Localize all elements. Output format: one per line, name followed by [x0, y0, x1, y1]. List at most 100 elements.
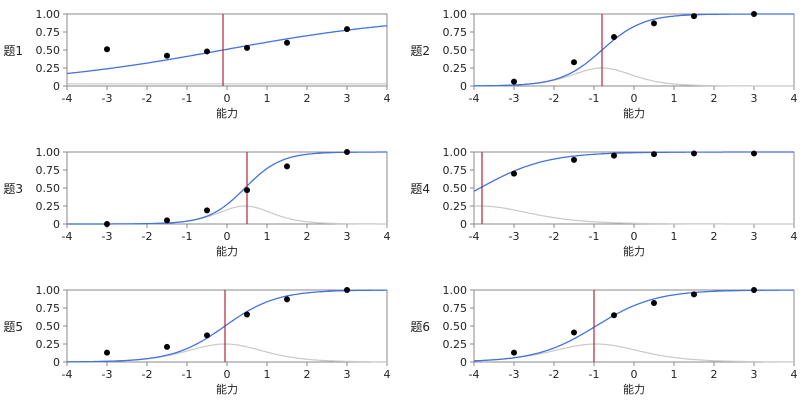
x-tick-label: -1 — [589, 230, 600, 243]
data-point — [691, 291, 697, 298]
y-tick-label: 1.00 — [443, 146, 468, 159]
data-point — [571, 156, 577, 163]
data-point — [651, 20, 657, 27]
x-tick-label: 0 — [224, 230, 231, 243]
x-axis-label: 能力 — [216, 106, 238, 120]
x-tick-label: 3 — [344, 92, 351, 105]
x-tick-label: 4 — [384, 92, 391, 105]
y-tick-label: 0.75 — [443, 302, 468, 315]
y-tick-label: 0.75 — [36, 26, 61, 39]
x-tick-label: -4 — [469, 92, 480, 105]
x-tick-label: 3 — [751, 368, 758, 381]
data-point — [164, 52, 170, 59]
data-point — [244, 311, 250, 318]
y-tick-label: 0.25 — [36, 338, 61, 351]
y-tick-label: 0.25 — [36, 200, 61, 213]
x-axis-label: 能力 — [216, 382, 238, 396]
y-tick-label: 1.00 — [443, 284, 468, 297]
x-tick-label: 2 — [304, 92, 311, 105]
data-point — [571, 59, 577, 66]
x-tick-label: 4 — [384, 368, 391, 381]
y-tick-label: 1.00 — [36, 284, 61, 297]
x-axis-label: 能力 — [623, 106, 645, 120]
plot-area — [66, 151, 388, 225]
data-point — [691, 150, 697, 157]
chart-panel-2: 0 0.25 0.50 0.75 1.00 -4 -3 -2 -1 0 1 2 3 4 能力 题2 — [410, 8, 797, 120]
y-tick-label: 0.25 — [443, 62, 468, 75]
y-tick-label: 0.50 — [36, 44, 61, 57]
data-point — [611, 152, 617, 159]
data-point — [651, 299, 657, 306]
item-characteristic-curve — [66, 25, 388, 75]
y-axis-label: 题1 — [3, 44, 23, 58]
y-tick-label: 0.25 — [443, 338, 468, 351]
y-tick-label: 1.00 — [36, 146, 61, 159]
y-tick-label: 0.50 — [36, 182, 61, 195]
x-tick-label: 1 — [264, 368, 271, 381]
x-tick-label: 3 — [751, 230, 758, 243]
x-tick-label: 1 — [671, 92, 678, 105]
plot-area — [473, 289, 795, 363]
x-tick-label: -3 — [509, 230, 520, 243]
data-point — [204, 207, 210, 214]
x-tick-label: -1 — [589, 368, 600, 381]
x-tick-label: -3 — [102, 230, 113, 243]
x-tick-label: 1 — [671, 230, 678, 243]
data-point — [204, 48, 210, 55]
data-point — [284, 39, 290, 46]
data-point — [611, 312, 617, 319]
y-tick-label: 0 — [53, 356, 60, 369]
y-axis-label: 题3 — [3, 182, 23, 196]
data-point — [284, 296, 290, 303]
x-tick-label: -3 — [102, 92, 113, 105]
y-tick-label: 0.25 — [36, 62, 61, 75]
y-axis-label: 题2 — [410, 44, 430, 58]
x-tick-label: 1 — [264, 230, 271, 243]
data-point — [204, 332, 210, 339]
x-axis-label: 能力 — [623, 244, 645, 258]
y-axis-label: 题4 — [410, 182, 430, 196]
x-tick-label: -3 — [102, 368, 113, 381]
x-tick-label: 4 — [791, 368, 798, 381]
x-tick-label: 0 — [631, 92, 638, 105]
data-point — [611, 34, 617, 41]
data-point — [164, 343, 170, 350]
data-point — [511, 78, 517, 85]
x-tick-label: -2 — [549, 230, 560, 243]
x-tick-label: -1 — [182, 368, 193, 381]
item-characteristic-curve — [473, 13, 794, 87]
x-tick-label: 4 — [791, 92, 798, 105]
chart-panel-5: 0 0.25 0.50 0.75 1.00 -4 -3 -2 -1 0 1 2 3 4 能力 题5 — [3, 284, 390, 396]
x-tick-label: -1 — [182, 230, 193, 243]
y-tick-label: 0 — [460, 80, 467, 93]
data-point — [164, 217, 170, 224]
x-tick-label: 2 — [711, 230, 718, 243]
data-point — [511, 349, 517, 356]
data-point — [104, 349, 110, 356]
x-tick-label: 2 — [304, 230, 311, 243]
x-tick-label: -3 — [509, 368, 520, 381]
y-tick-label: 0.75 — [443, 164, 468, 177]
x-tick-label: 2 — [711, 92, 718, 105]
x-tick-label: 0 — [631, 368, 638, 381]
x-tick-label: 0 — [224, 368, 231, 381]
y-tick-label: 0 — [460, 218, 467, 231]
x-tick-label: 1 — [671, 368, 678, 381]
x-tick-label: -1 — [589, 92, 600, 105]
y-tick-label: 1.00 — [443, 8, 468, 21]
x-tick-label: -4 — [62, 368, 73, 381]
y-axis-label: 题5 — [3, 320, 23, 334]
data-point — [244, 187, 250, 194]
y-tick-label: 1.00 — [36, 8, 61, 21]
y-tick-label: 0.50 — [443, 320, 468, 333]
data-point — [571, 329, 577, 336]
y-tick-label: 0 — [460, 356, 467, 369]
x-tick-label: 4 — [384, 230, 391, 243]
x-tick-label: -2 — [549, 92, 560, 105]
x-tick-label: -2 — [142, 92, 153, 105]
x-tick-label: 3 — [344, 368, 351, 381]
information-curve — [474, 205, 794, 225]
chart-panel-1: 0 0.25 0.50 0.75 1.00 -4 -3 -2 -1 0 1 2 3 4 能力 题1 — [3, 8, 390, 120]
